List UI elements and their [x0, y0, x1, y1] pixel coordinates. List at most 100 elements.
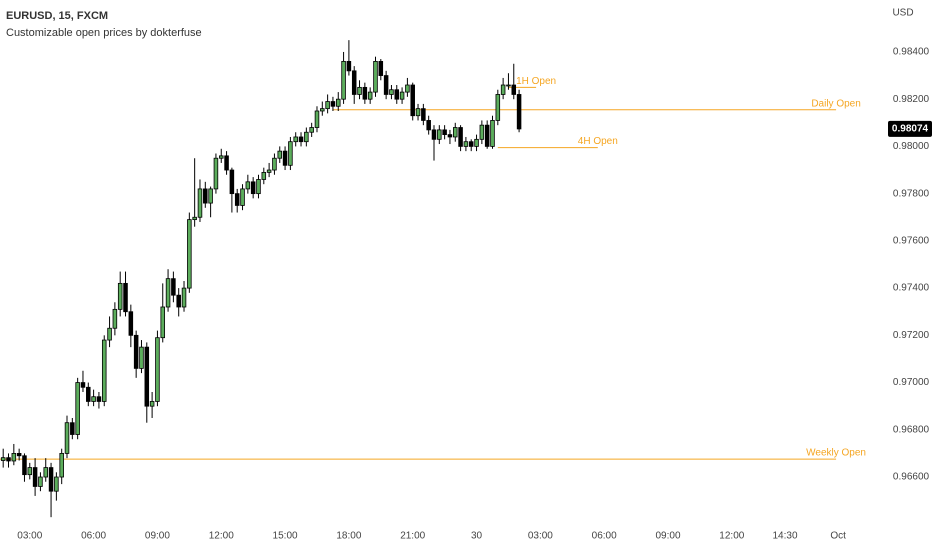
candle-body — [474, 138, 479, 147]
candle-body — [373, 60, 378, 93]
y-tick-label: 0.98400 — [893, 47, 930, 58]
candle-body — [187, 219, 192, 289]
x-tick-label: 12:00 — [209, 531, 234, 542]
candle-body — [516, 94, 522, 130]
candle-body — [367, 91, 373, 100]
x-tick-label: 30 — [471, 531, 483, 542]
candle-body — [266, 169, 272, 173]
candle-body — [203, 188, 208, 204]
candle-body — [218, 155, 224, 159]
level-label: 1H Open — [516, 76, 556, 87]
candle-body — [421, 108, 426, 121]
candle-body — [123, 282, 128, 313]
candle-body — [133, 334, 139, 369]
candle-body — [234, 193, 240, 206]
candle-body — [181, 287, 187, 308]
candle-body — [22, 455, 27, 476]
candle-body — [394, 89, 400, 100]
candle-body — [48, 467, 54, 492]
candle-body — [176, 294, 181, 308]
y-tick-label: 0.98000 — [893, 141, 930, 152]
x-tick-label: 14:30 — [772, 531, 797, 542]
candle-body — [11, 453, 17, 462]
last-price-label: 0.98074 — [892, 124, 929, 135]
candle-body — [213, 157, 219, 190]
candle-body — [362, 86, 368, 100]
candle-body — [277, 150, 283, 159]
level-label: Daily Open — [811, 98, 860, 109]
candle-body — [458, 127, 463, 147]
candle-body — [86, 386, 91, 402]
candle-body — [298, 136, 304, 143]
x-tick-label: 15:00 — [273, 531, 298, 542]
candle-body — [351, 70, 357, 95]
candle-body — [165, 278, 171, 308]
candle-body — [224, 155, 229, 171]
candle-body — [54, 476, 59, 492]
candle-body — [484, 124, 490, 147]
candle-body — [426, 120, 431, 131]
y-tick-label: 0.97200 — [893, 330, 930, 341]
candle-body — [75, 382, 80, 435]
candle-body — [282, 150, 288, 166]
candle-body — [335, 98, 341, 107]
currency-label: USD — [892, 8, 913, 19]
candle-body — [256, 179, 261, 195]
y-tick-label: 0.97400 — [893, 283, 930, 294]
x-tick-label: 03:00 — [528, 531, 553, 542]
candle-body — [112, 308, 118, 329]
candle-body — [6, 457, 11, 462]
candle-body — [378, 60, 384, 76]
candle-body — [447, 134, 453, 138]
y-tick-label: 0.97800 — [893, 188, 930, 199]
candle-body — [468, 141, 474, 147]
candle-body — [415, 108, 421, 117]
y-tick-label: 0.98200 — [893, 94, 930, 105]
candle-body — [139, 346, 144, 369]
x-tick-label: 09:00 — [145, 531, 170, 542]
x-tick-label: 12:00 — [719, 531, 744, 542]
candle-body — [245, 181, 251, 190]
candle-body — [293, 136, 298, 143]
x-tick-label: 21:00 — [400, 531, 425, 542]
candle-body — [197, 188, 203, 218]
candle-body — [272, 157, 277, 171]
candle-body — [304, 131, 309, 143]
candle-body — [229, 169, 235, 195]
candle-body — [479, 124, 485, 140]
candle-body — [442, 129, 447, 136]
candle-body — [431, 129, 437, 140]
y-tick-label: 0.96800 — [893, 424, 930, 435]
candle-body — [91, 396, 96, 402]
y-tick-label: 0.97000 — [893, 377, 930, 388]
candle-body — [511, 84, 517, 95]
candle-body — [240, 188, 245, 206]
candle-body — [160, 306, 166, 339]
candle-body — [38, 476, 43, 487]
candle-body — [261, 171, 267, 180]
y-tick-label: 0.96600 — [893, 472, 930, 483]
candle-body — [506, 84, 511, 87]
candle-body — [309, 127, 314, 133]
candle-body — [490, 120, 495, 147]
candle-body — [405, 84, 410, 93]
candle-body — [250, 181, 256, 195]
y-tick-label: 0.97600 — [893, 236, 930, 247]
x-tick-label: 18:00 — [336, 531, 361, 542]
candle-body — [27, 467, 33, 476]
candle-body — [117, 282, 123, 310]
candle-body — [149, 401, 155, 407]
candle-body — [32, 467, 38, 487]
candle-body — [320, 108, 325, 112]
candle-body — [128, 311, 134, 336]
candle-body — [101, 339, 107, 402]
x-tick-label: 03:00 — [17, 531, 42, 542]
candle-body — [0, 457, 6, 461]
candle-body — [192, 216, 197, 221]
candle-body — [288, 141, 293, 166]
candle-body — [144, 346, 150, 407]
candle-body — [16, 453, 22, 457]
candle-body — [59, 453, 64, 478]
candle-body — [107, 327, 112, 341]
